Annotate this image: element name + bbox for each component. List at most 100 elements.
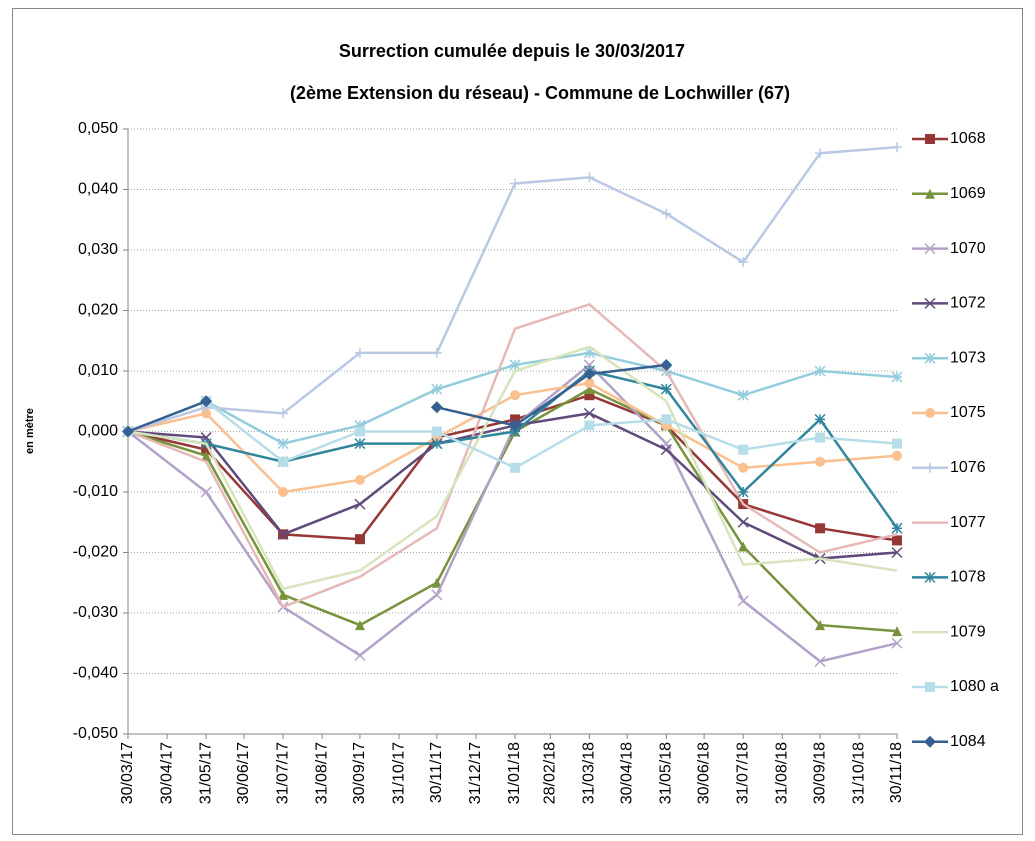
marker <box>201 444 212 455</box>
series-line <box>127 400 207 433</box>
marker <box>737 389 749 401</box>
marker <box>891 546 903 559</box>
marker <box>354 438 366 450</box>
marker <box>509 419 522 432</box>
y-tick-label: 0,010 <box>78 362 118 379</box>
legend-item: 1077 <box>912 514 986 531</box>
x-tick-label: 31/08/18 <box>773 742 790 804</box>
legend-item: 1076 <box>912 459 986 476</box>
legend-item: 1070 <box>912 240 986 257</box>
marker <box>430 401 443 414</box>
marker <box>892 535 902 546</box>
legend-label: 1084 <box>950 733 986 750</box>
marker <box>354 347 365 358</box>
marker <box>815 148 826 159</box>
x-tick-label: 31/05/18 <box>658 742 675 804</box>
y-axis-label: en mètre <box>24 408 36 454</box>
marker <box>924 243 936 255</box>
marker <box>354 620 365 631</box>
marker <box>584 378 595 389</box>
marker <box>431 438 443 450</box>
series-line <box>127 303 898 609</box>
x-tick-label: 30/04/17 <box>158 742 175 804</box>
marker <box>584 420 595 431</box>
x-tick-label: 31/10/18 <box>850 742 867 804</box>
marker <box>814 365 826 377</box>
marker <box>924 571 936 583</box>
marker <box>925 188 935 199</box>
marker <box>277 438 289 450</box>
legend-label: 1077 <box>950 514 986 531</box>
series-line <box>436 363 667 427</box>
marker <box>814 413 826 425</box>
legend-label: 1079 <box>950 623 986 640</box>
marker <box>925 462 935 473</box>
marker <box>738 257 749 268</box>
x-tick-label: 30/11/17 <box>428 742 445 803</box>
marker <box>584 390 595 401</box>
marker <box>892 450 902 461</box>
y-tick-label: 0,000 <box>78 423 118 440</box>
marker <box>510 178 521 189</box>
marker <box>354 426 365 437</box>
legend-label: 1073 <box>950 349 986 366</box>
legend-item: 1069 <box>912 185 986 202</box>
marker <box>891 637 903 649</box>
marker <box>660 383 672 395</box>
marker <box>278 487 289 497</box>
y-tick-label: -0,030 <box>73 604 118 621</box>
legend-item: 1079 <box>912 623 986 640</box>
x-tick-label: 31/03/18 <box>581 742 598 804</box>
marker <box>924 352 936 364</box>
legend-item: 1073 <box>912 349 986 366</box>
marker <box>737 486 749 498</box>
marker <box>583 368 596 381</box>
marker <box>431 426 442 437</box>
marker <box>278 456 289 467</box>
chart-title: Surrection cumulée depuis le 30/03/2017 <box>339 41 685 61</box>
legend-label: 1070 <box>950 240 986 257</box>
marker <box>738 462 749 473</box>
marker <box>354 534 365 545</box>
marker <box>661 208 672 219</box>
marker <box>277 528 289 540</box>
legend-item: 1084 <box>912 733 986 750</box>
marker <box>925 682 935 692</box>
marker <box>925 134 935 144</box>
marker <box>201 408 212 419</box>
series-line <box>127 345 898 591</box>
marker <box>891 522 903 534</box>
x-tick-label: 31/12/17 <box>467 742 484 804</box>
marker <box>509 425 521 438</box>
marker <box>354 649 366 661</box>
x-tick-label: 31/01/18 <box>506 742 523 804</box>
marker <box>510 462 521 473</box>
marker <box>583 347 595 359</box>
marker <box>815 620 826 631</box>
marker <box>814 655 826 667</box>
marker <box>738 541 749 552</box>
y-tick-label: 0,040 <box>78 181 118 198</box>
marker <box>278 589 289 600</box>
marker <box>431 589 443 601</box>
x-tick-label: 30/06/17 <box>235 742 252 804</box>
y-tick-label: -0,010 <box>73 483 118 500</box>
legend-item: 1068 <box>912 130 986 147</box>
marker <box>583 407 595 419</box>
legend-item: 1080 a <box>912 678 999 695</box>
x-tick-label: 30/03/17 <box>119 742 136 804</box>
y-tick-label: -0,050 <box>73 725 118 742</box>
marker <box>510 414 521 425</box>
marker <box>584 172 595 183</box>
legend-label: 1069 <box>950 185 986 202</box>
marker <box>431 577 442 588</box>
marker <box>278 408 289 419</box>
marker <box>201 450 212 461</box>
marker <box>661 414 672 425</box>
legend-label: 1078 <box>950 569 986 586</box>
marker <box>737 516 749 528</box>
marker <box>354 498 366 510</box>
marker <box>122 425 134 438</box>
marker <box>737 595 749 607</box>
x-tick-label: 31/08/17 <box>313 742 330 804</box>
